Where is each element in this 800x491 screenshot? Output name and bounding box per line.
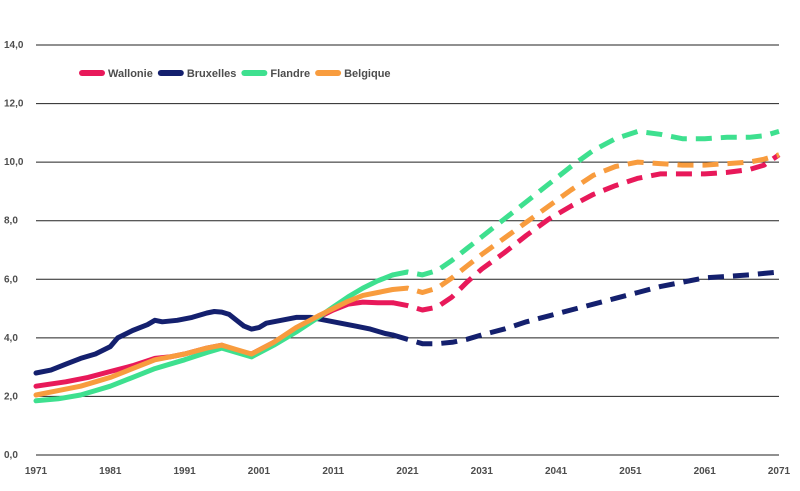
x-tick-label: 2061: [694, 466, 717, 477]
x-tick-label: 2051: [619, 466, 642, 477]
x-tick-label: 2041: [545, 466, 568, 477]
y-tick-label: 6,0: [4, 274, 18, 285]
y-tick-label: 4,0: [4, 333, 18, 344]
legend-label-flandre: Flandre: [270, 68, 310, 80]
gridlines: [36, 44, 779, 456]
x-axis: 1971 1981 1991 2001 2011 2021 2031 2041 2051 2061…: [25, 466, 791, 477]
series-line-wallonie-projected: [392, 152, 781, 313]
legend-label-belgique: Belgique: [344, 68, 390, 80]
series-line-flandre-observed: [33, 272, 396, 404]
legend-item-bruxelles: Bruxelles: [157, 68, 237, 80]
y-tick-label: 14,0: [4, 40, 24, 51]
x-tick-label: 1991: [173, 466, 196, 477]
y-tick-label: 2,0: [4, 391, 18, 402]
series-line-belgique-observed: [33, 287, 396, 398]
series-line-belgique-projected: [392, 152, 780, 295]
x-tick-label: 2021: [396, 466, 419, 477]
legend-item-wallonie: Wallonie: [79, 68, 153, 80]
legend-label-bruxelles: Bruxelles: [187, 68, 237, 80]
y-tick-label: 12,0: [4, 99, 24, 110]
y-tick-label: 8,0: [4, 216, 18, 227]
x-tick-label: 2071: [768, 466, 791, 477]
x-tick-label: 1981: [99, 466, 122, 477]
series-line-bruxelles-observed: [33, 309, 396, 376]
series-lines: [33, 128, 781, 404]
legend-item-flandre: Flandre: [241, 68, 310, 80]
legend-item-belgique: Belgique: [315, 68, 391, 80]
y-tick-label: 10,0: [4, 157, 24, 168]
series-line-bruxelles-projected: [391, 269, 780, 347]
legend-label-wallonie: Wallonie: [108, 68, 153, 80]
x-tick-label: 2011: [322, 466, 344, 477]
x-tick-label: 2001: [248, 466, 271, 477]
y-tick-label: 0,0: [4, 450, 18, 461]
x-tick-label: 2031: [471, 466, 494, 477]
x-tick-label: 1971: [25, 466, 48, 477]
series-line-flandre-projected: [392, 128, 780, 278]
y-axis: 0,0 2,0 4,0 6,0 8,0 10,0 12,0 14,0: [4, 40, 24, 461]
legend: Wallonie Bruxelles Flandre Belgique: [79, 68, 391, 80]
